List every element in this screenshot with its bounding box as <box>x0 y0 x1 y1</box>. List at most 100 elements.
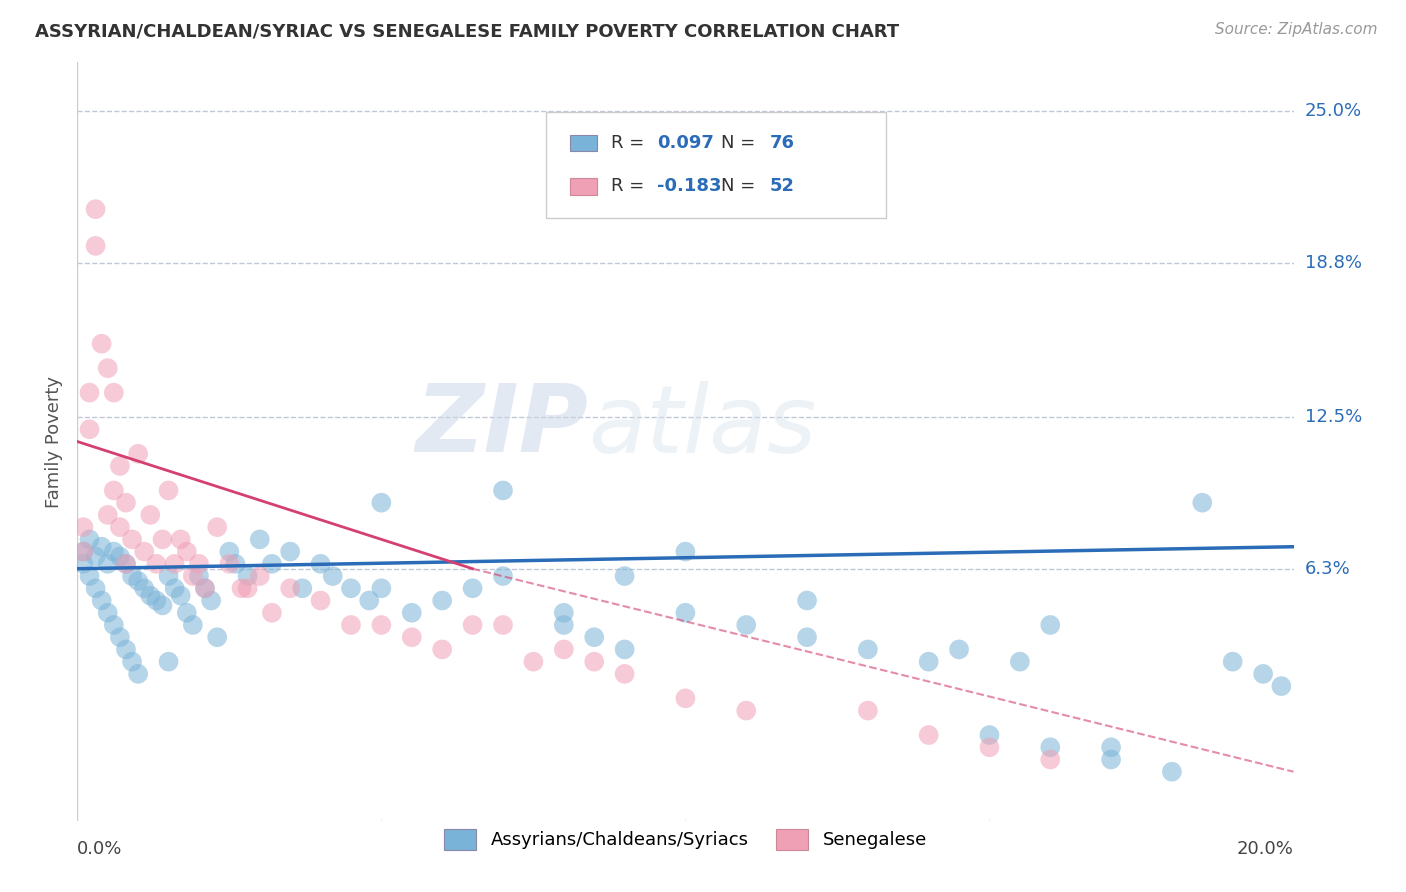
Point <box>856 704 879 718</box>
Text: 52: 52 <box>769 178 794 195</box>
Point <box>72 544 94 558</box>
Point <box>461 582 484 596</box>
Point <box>84 582 107 596</box>
Point <box>979 728 1001 742</box>
Point <box>430 593 453 607</box>
Point <box>583 630 606 644</box>
Point <box>72 544 94 558</box>
Point <box>553 606 575 620</box>
Point <box>157 569 180 583</box>
Text: 18.8%: 18.8% <box>1305 254 1361 272</box>
Point <box>1039 740 1062 755</box>
Point <box>176 544 198 558</box>
Point <box>134 544 156 558</box>
Point <box>121 569 143 583</box>
Point <box>675 691 697 706</box>
Point <box>97 557 120 571</box>
Text: atlas: atlas <box>588 381 817 472</box>
Point <box>205 520 228 534</box>
Text: 12.5%: 12.5% <box>1305 408 1362 426</box>
Point <box>139 589 162 603</box>
Point <box>796 593 818 607</box>
Point <box>796 630 818 644</box>
Bar <box>569 135 596 152</box>
Point <box>613 666 636 681</box>
Point <box>145 593 167 607</box>
Point <box>145 557 167 571</box>
FancyBboxPatch shape <box>546 112 886 218</box>
Point <box>157 483 180 498</box>
Point <box>115 642 138 657</box>
Point <box>675 544 697 558</box>
Point <box>278 582 301 596</box>
Point <box>108 520 131 534</box>
Point <box>163 557 186 571</box>
Point <box>260 606 283 620</box>
Point <box>79 422 101 436</box>
Text: Family Poverty: Family Poverty <box>45 376 63 508</box>
Point <box>236 569 259 583</box>
Text: 20.0%: 20.0% <box>1237 840 1294 858</box>
Text: 6.3%: 6.3% <box>1305 559 1350 578</box>
Point <box>127 666 149 681</box>
Point <box>84 239 107 253</box>
Point <box>79 569 101 583</box>
Point <box>79 533 101 547</box>
Point <box>115 557 138 571</box>
Legend: Assyrians/Chaldeans/Syriacs, Senegalese: Assyrians/Chaldeans/Syriacs, Senegalese <box>437 822 934 857</box>
Point <box>152 599 174 613</box>
Point <box>291 582 314 596</box>
Point <box>157 655 180 669</box>
Point <box>461 618 484 632</box>
Point <box>134 582 156 596</box>
Point <box>139 508 162 522</box>
Point <box>260 557 283 571</box>
Point <box>613 569 636 583</box>
Text: N =: N = <box>721 178 761 195</box>
Point <box>1008 655 1031 669</box>
Point <box>79 385 101 400</box>
Point <box>224 557 246 571</box>
Point <box>72 557 94 571</box>
Text: 0.0%: 0.0% <box>77 840 122 858</box>
Text: ZIP: ZIP <box>415 380 588 473</box>
Point <box>170 589 193 603</box>
Point <box>340 618 363 632</box>
Point <box>1099 752 1122 766</box>
Point <box>1039 752 1062 766</box>
Point <box>340 582 363 596</box>
Point <box>430 642 453 657</box>
Point <box>231 582 253 596</box>
Text: R =: R = <box>612 134 650 153</box>
Point <box>735 618 758 632</box>
Point <box>553 642 575 657</box>
Point <box>583 655 606 669</box>
Point <box>90 540 112 554</box>
Point <box>108 458 131 473</box>
Point <box>181 618 204 632</box>
Point <box>188 557 211 571</box>
Point <box>194 582 217 596</box>
Point <box>72 520 94 534</box>
Point <box>1251 666 1274 681</box>
Point <box>401 630 423 644</box>
Bar <box>569 178 596 194</box>
Point <box>170 533 193 547</box>
Text: 25.0%: 25.0% <box>1305 103 1362 120</box>
Point <box>613 642 636 657</box>
Point <box>218 544 240 558</box>
Point <box>1222 655 1244 669</box>
Point <box>979 740 1001 755</box>
Text: N =: N = <box>721 134 761 153</box>
Point <box>1191 496 1213 510</box>
Point <box>115 557 138 571</box>
Text: -0.183: -0.183 <box>658 178 721 195</box>
Point <box>188 569 211 583</box>
Point <box>103 544 125 558</box>
Point <box>108 630 131 644</box>
Point <box>309 557 332 571</box>
Text: 76: 76 <box>769 134 794 153</box>
Point <box>675 606 697 620</box>
Point <box>553 618 575 632</box>
Point <box>492 569 515 583</box>
